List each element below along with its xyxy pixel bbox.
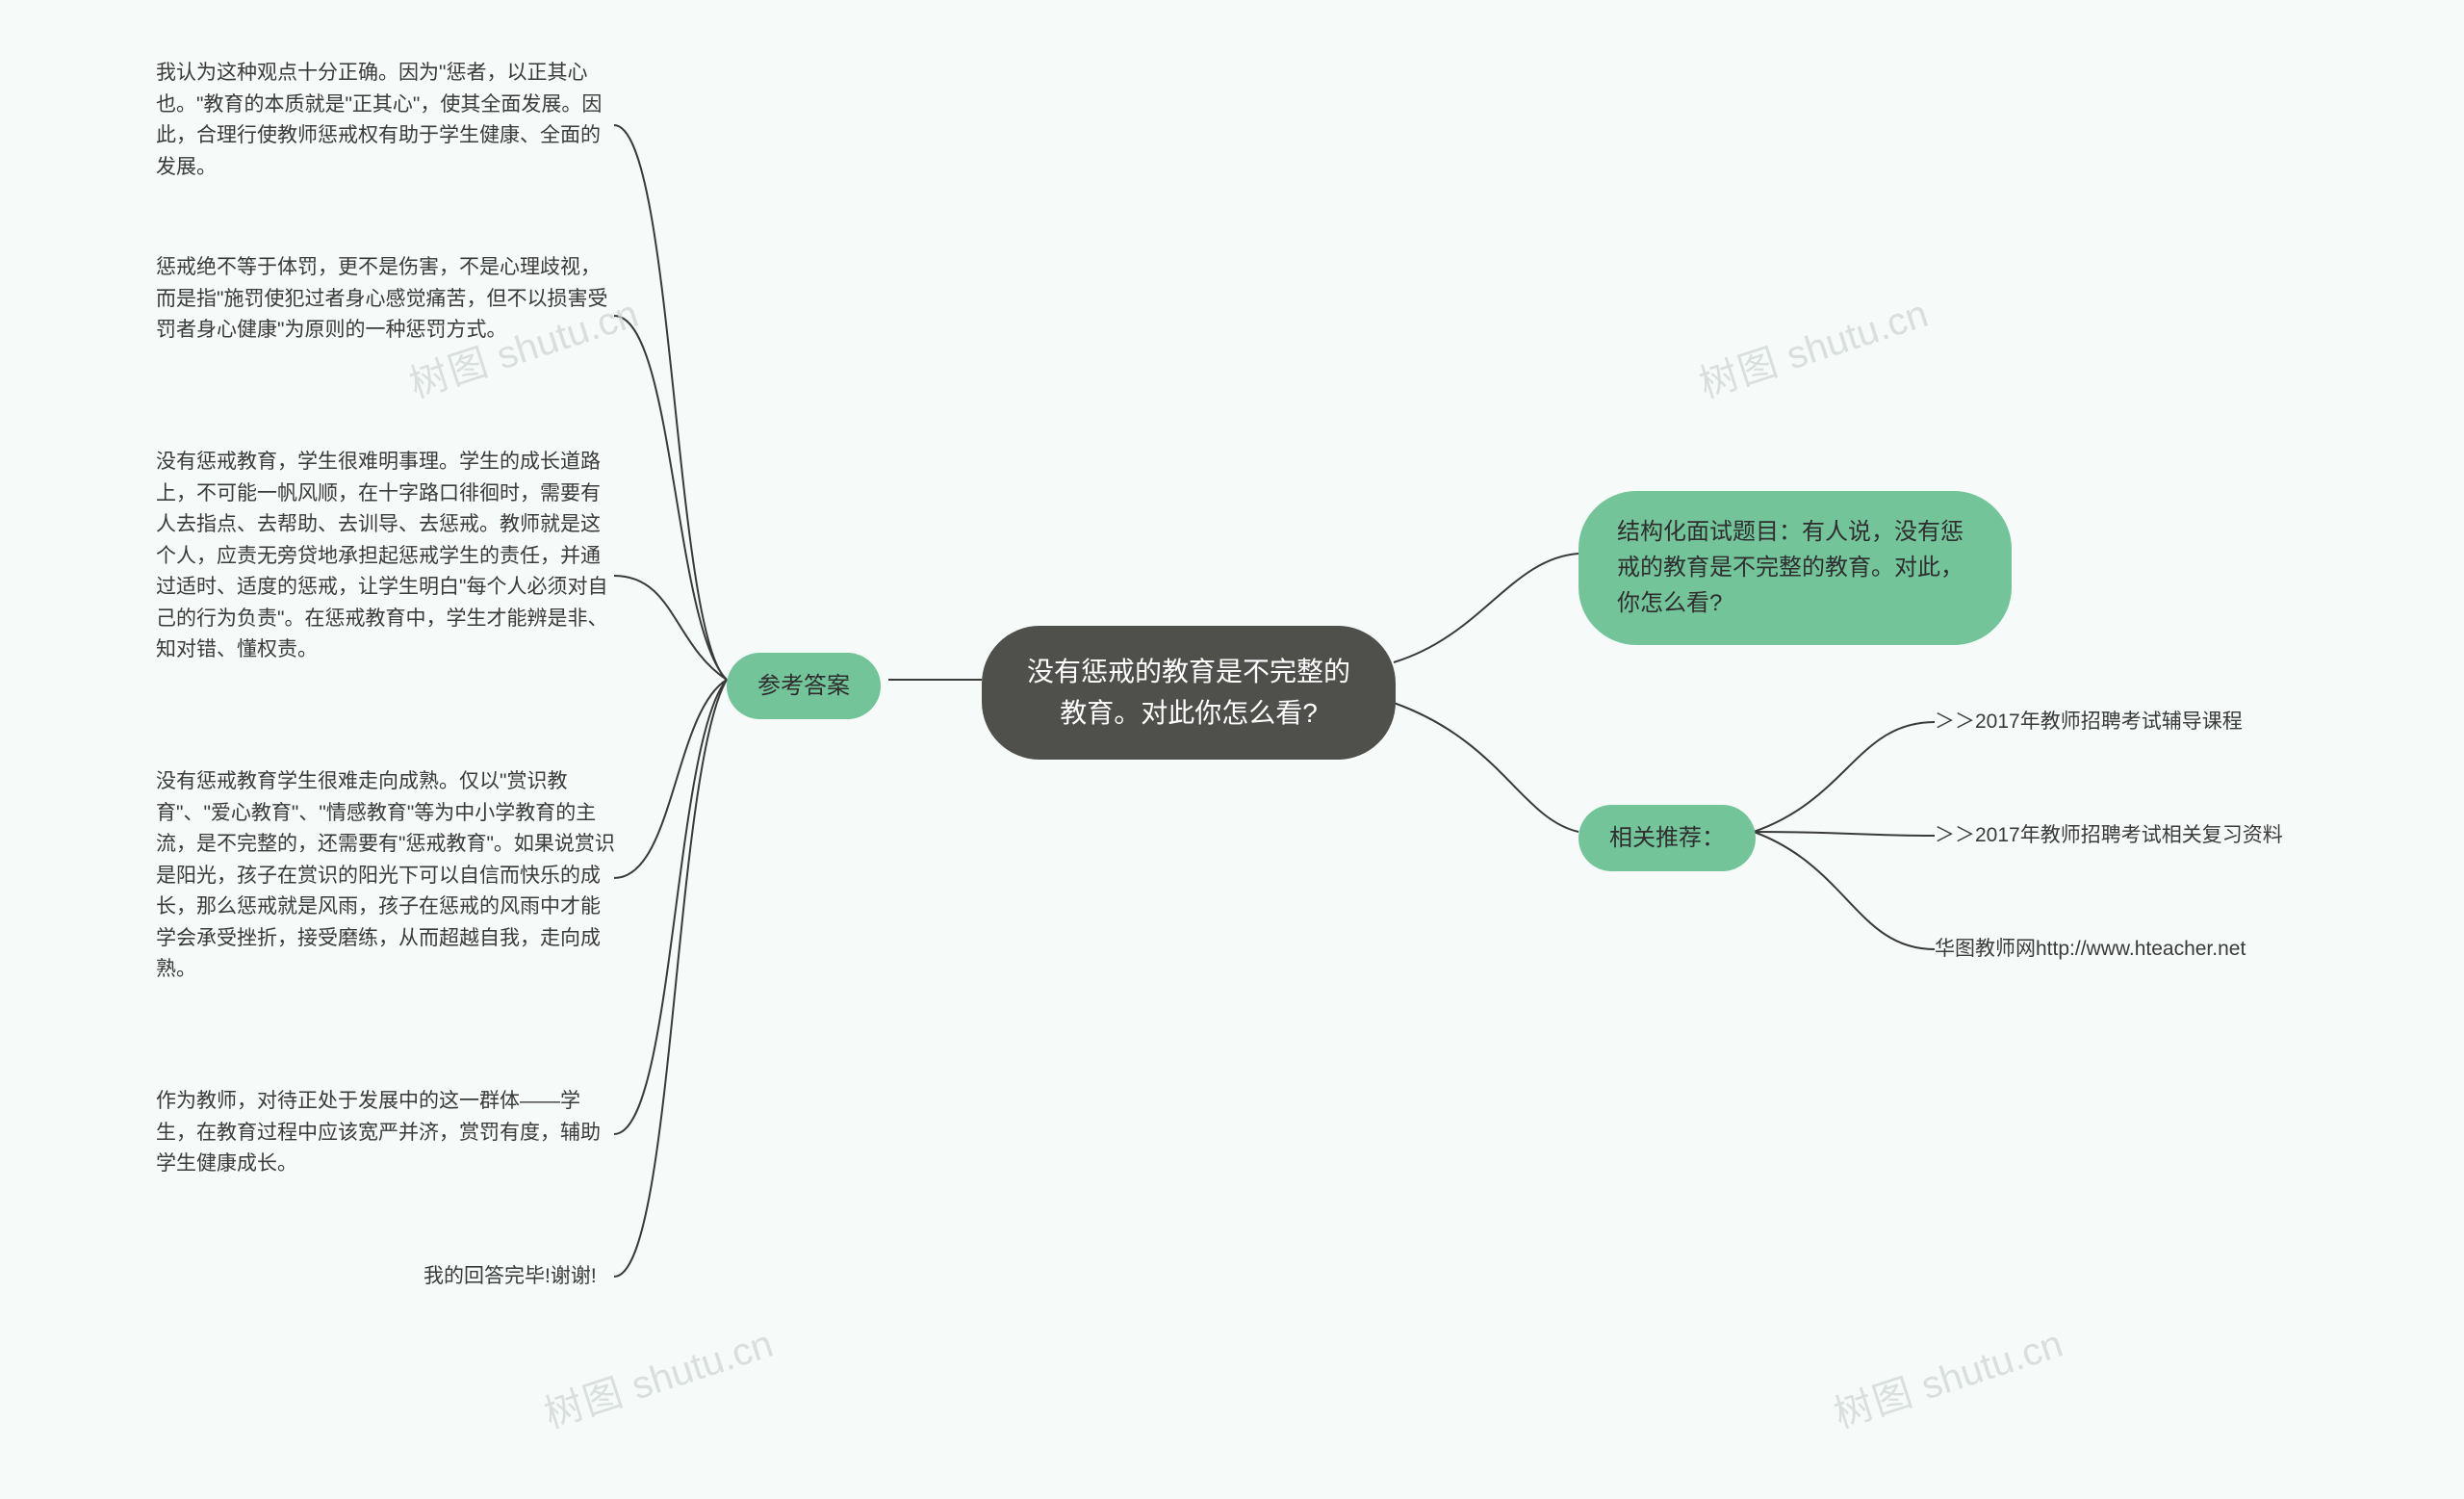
center-node-text: 没有惩戒的教育是不完整的教育。对此你怎么看? [1027, 657, 1350, 728]
right-node-question[interactable]: 结构化面试题目：有人说，没有惩戒的教育是不完整的教育。对此，你怎么看? [1578, 491, 2012, 645]
answer-para-6-text: 我的回答完毕!谢谢! [424, 1265, 597, 1287]
answer-para-1-text: 我认为这种观点十分正确。因为"惩者，以正其心也。"教育的本质就是"正其心"，使其… [156, 62, 602, 178]
right-node-question-text: 结构化面试题目：有人说，没有惩戒的教育是不完整的教育。对此，你怎么看? [1617, 519, 1964, 616]
answer-para-2-text: 惩戒绝不等于体罚，更不是伤害，不是心理歧视，而是指"施罚使犯过者身心感觉痛苦，但… [156, 256, 607, 341]
center-node[interactable]: 没有惩戒的教育是不完整的教育。对此你怎么看? [982, 626, 1396, 760]
related-item-1[interactable]: ＞＞2017年教师招聘考试辅导课程 [1935, 707, 2243, 738]
right-node-related-text: 相关推荐： [1609, 825, 1725, 851]
watermark-cn: 树图 [404, 341, 494, 406]
answer-para-6: 我的回答完毕!谢谢! [424, 1261, 597, 1293]
related-item-2[interactable]: ＞＞2017年教师招聘考试相关复习资料 [1935, 820, 2283, 852]
answer-para-5-text: 作为教师，对待正处于发展中的这一群体——学生，在教育过程中应该宽严并济，赏罚有度… [156, 1090, 601, 1175]
watermark-en: shutu.cn [627, 1323, 778, 1409]
watermark: 树图 shutu.cn [536, 1312, 779, 1438]
answer-para-2: 惩戒绝不等于体罚，更不是伤害，不是心理歧视，而是指"施罚使犯过者身心感觉痛苦，但… [156, 252, 616, 347]
watermark-cn: 树图 [539, 1371, 629, 1436]
watermark: 树图 shutu.cn [1826, 1312, 2068, 1438]
watermark: 树图 shutu.cn [1691, 282, 1934, 408]
left-node-answer-text: 参考答案 [757, 673, 850, 699]
related-item-3[interactable]: 华图教师网http://www.hteacher.net [1935, 934, 2246, 966]
mindmap-canvas: 没有惩戒的教育是不完整的教育。对此你怎么看? 结构化面试题目：有人说，没有惩戒的… [0, 0, 2464, 1499]
answer-para-4-text: 没有惩戒教育学生很难走向成熟。仅以"赏识教育"、"爱心教育"、"情感教育"等为中… [156, 770, 615, 980]
answer-para-1: 我认为这种观点十分正确。因为"惩者，以正其心也。"教育的本质就是"正其心"，使其… [156, 58, 616, 183]
answer-para-3-text: 没有惩戒教育，学生很难明事理。学生的成长道路上，不可能一帆风顺，在十字路口徘徊时… [156, 451, 607, 660]
watermark-en: shutu.cn [1782, 293, 1933, 378]
watermark-cn: 树图 [1829, 1371, 1918, 1436]
left-node-answer[interactable]: 参考答案 [727, 653, 881, 719]
right-node-related[interactable]: 相关推荐： [1578, 805, 1756, 871]
watermark-en: shutu.cn [1916, 1323, 2067, 1409]
answer-para-3: 没有惩戒教育，学生很难明事理。学生的成长道路上，不可能一帆风顺，在十字路口徘徊时… [156, 447, 616, 666]
related-item-1-text: ＞＞2017年教师招聘考试辅导课程 [1935, 711, 2243, 733]
related-item-3-text: 华图教师网http://www.hteacher.net [1935, 938, 2246, 960]
answer-para-5: 作为教师，对待正处于发展中的这一群体——学生，在教育过程中应该宽严并济，赏罚有度… [156, 1086, 616, 1180]
related-item-2-text: ＞＞2017年教师招聘考试相关复习资料 [1935, 824, 2283, 846]
answer-para-4: 没有惩戒教育学生很难走向成熟。仅以"赏识教育"、"爱心教育"、"情感教育"等为中… [156, 766, 616, 986]
watermark-cn: 树图 [1694, 341, 1784, 406]
